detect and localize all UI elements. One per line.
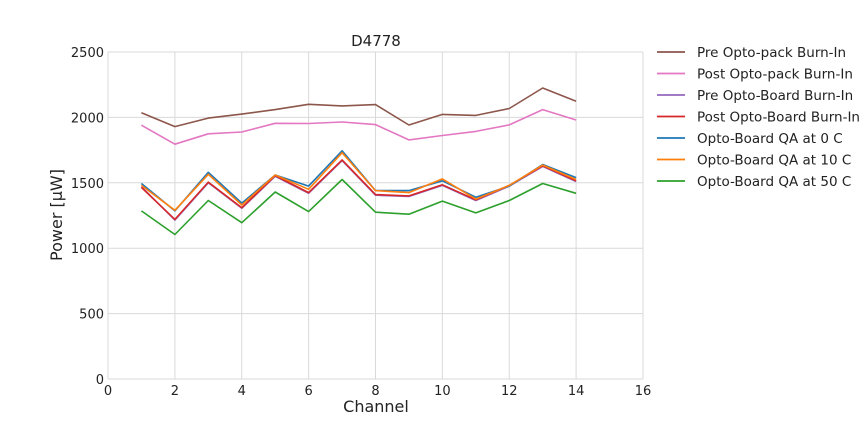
x-tick-label: 12 [501, 384, 518, 399]
legend-label: Post Opto-Board Burn-In [697, 110, 860, 126]
y-tick-label: 0 [96, 373, 104, 388]
legend-label: Pre Opto-Board Burn-In [697, 88, 853, 104]
y-axis-title: Power [μW] [47, 169, 66, 261]
x-tick-label: 8 [371, 384, 379, 399]
legend-label: Pre Opto-pack Burn-In [697, 45, 846, 61]
x-tick-label: 6 [304, 384, 312, 399]
x-tick-label: 10 [434, 384, 451, 399]
y-tick-label: 1500 [71, 177, 104, 192]
x-tick-label: 14 [568, 384, 585, 399]
legend-label: Opto-Board QA at 50 C [697, 174, 851, 190]
x-tick-label: 2 [171, 384, 179, 399]
legend-label: Post Opto-pack Burn-In [697, 67, 853, 83]
grid [107, 51, 644, 380]
plot-lines [140, 87, 577, 236]
legend-label: Opto-Board QA at 10 C [697, 153, 851, 169]
y-tick-label: 1000 [71, 242, 104, 257]
y-tick-label: 500 [79, 308, 104, 323]
x-tick-label: 0 [104, 384, 112, 399]
y-tick-label: 2000 [71, 111, 104, 126]
x-tick-label: 16 [635, 384, 652, 399]
series-line-7 [140, 178, 577, 236]
legend-label: Opto-Board QA at 0 C [697, 131, 843, 147]
series-line-4 [140, 159, 577, 221]
x-tick-label: 4 [238, 384, 246, 399]
series-line-1 [141, 87, 577, 128]
tick-labels: 0 2 4 6 8 10 12 14 16 0 500 1000 1500 2000 2500 [71, 46, 651, 399]
chart-title: D4778 [351, 32, 401, 50]
legend: Pre Opto-pack Burn-In Post Opto-pack Burn… [657, 45, 860, 190]
y-tick-label: 2500 [71, 46, 104, 61]
x-axis-title: Channel [343, 397, 409, 416]
series-line-2 [141, 108, 577, 145]
series-line-6 [140, 151, 577, 212]
